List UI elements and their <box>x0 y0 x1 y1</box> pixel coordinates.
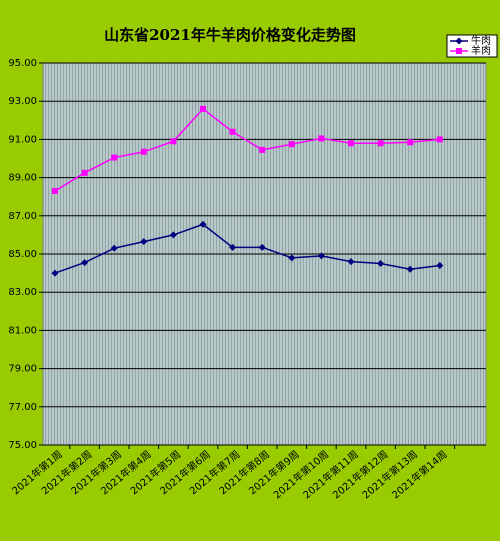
point <box>258 243 266 251</box>
point <box>377 260 385 268</box>
y-tick-label: 75.00 <box>8 440 37 451</box>
y-tick-label: 95.00 <box>8 58 37 69</box>
point <box>52 187 58 194</box>
point <box>348 140 354 147</box>
point <box>436 136 443 143</box>
y-tick-label: 83.00 <box>8 287 37 298</box>
line <box>54 107 440 192</box>
chart-title: 山东省2021年牛羊肉价格变化走势图 <box>104 26 356 44</box>
point <box>199 220 207 228</box>
point <box>170 138 177 145</box>
point <box>111 154 118 161</box>
y-tick-label: 85.00 <box>8 249 37 260</box>
y-tick-label: 77.00 <box>8 402 37 413</box>
point <box>317 252 325 260</box>
y-tick-label: 91.00 <box>8 134 37 145</box>
point <box>288 254 296 262</box>
point <box>140 148 147 155</box>
point <box>377 140 384 147</box>
point <box>318 135 325 142</box>
point <box>407 139 414 146</box>
point <box>347 258 355 266</box>
point <box>436 261 444 269</box>
point <box>200 105 206 112</box>
y-tick-label: 87.00 <box>8 211 37 222</box>
point <box>51 269 59 277</box>
point <box>169 231 177 239</box>
point <box>229 243 237 251</box>
legend-label: 羊肉 <box>471 44 491 57</box>
y-tick-label: 81.00 <box>8 325 37 336</box>
legend-label: 牛肉 <box>471 34 491 47</box>
legend-marker <box>456 48 462 54</box>
point <box>110 244 118 252</box>
legend-marker <box>455 37 463 45</box>
y-tick-label: 79.00 <box>8 364 37 375</box>
point <box>229 128 236 135</box>
point <box>81 259 89 267</box>
y-tick-label: 93.00 <box>8 96 37 107</box>
y-tick-label: 89.00 <box>8 173 37 184</box>
point <box>81 169 88 176</box>
line <box>54 223 440 274</box>
point <box>406 265 414 273</box>
point <box>140 238 148 246</box>
point <box>259 146 266 153</box>
point <box>288 141 295 148</box>
